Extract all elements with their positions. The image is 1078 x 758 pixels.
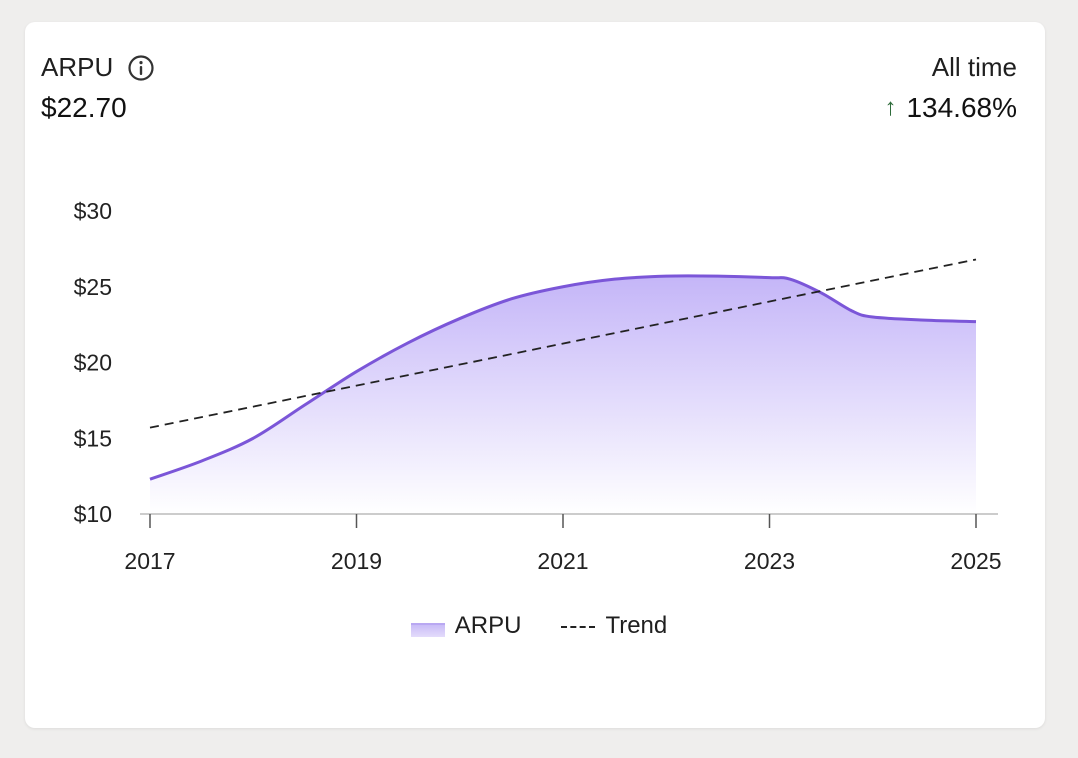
up-arrow-icon: ↑ — [884, 94, 897, 121]
period-label: All time — [931, 52, 1017, 82]
trend-line — [149, 258, 977, 429]
arpu-chart: $10 $15 $20 $25 $30 2017 2019 2021 2023 2025 — [74, 198, 1002, 574]
legend-item-trend[interactable]: Trend — [561, 612, 667, 640]
y-tick-label: $20 — [74, 350, 112, 376]
legend-swatch-trend — [561, 626, 596, 628]
legend-swatch-arpu — [410, 623, 445, 637]
x-tick-label: 2025 — [950, 548, 1001, 574]
chart-legend: ARPU Trend — [0, 612, 1078, 640]
x-tick-label: 2023 — [744, 548, 795, 574]
y-tick-label: $25 — [74, 274, 112, 300]
legend-label-trend: Trend — [605, 612, 668, 639]
legend-item-arpu[interactable]: ARPU — [410, 612, 522, 640]
x-tick-label: 2021 — [537, 548, 588, 574]
legend-label-arpu: ARPU — [454, 612, 522, 639]
metric-title: ARPU — [41, 52, 114, 82]
metric-value: $22.70 — [41, 92, 127, 123]
change-value: 134.68% — [906, 92, 1017, 123]
x-tick-label: 2019 — [331, 548, 382, 574]
arpu-line — [149, 274, 977, 481]
arpu-area — [150, 275, 976, 514]
metric-header: ARPU — [41, 52, 155, 83]
change-indicator: ↑ 134.68% — [884, 92, 1017, 124]
y-tick-label: $15 — [74, 425, 112, 451]
y-tick-label: $10 — [74, 501, 112, 527]
x-tick-label: 2017 — [124, 548, 175, 574]
info-icon[interactable] — [127, 54, 155, 82]
y-tick-label: $30 — [74, 198, 112, 224]
